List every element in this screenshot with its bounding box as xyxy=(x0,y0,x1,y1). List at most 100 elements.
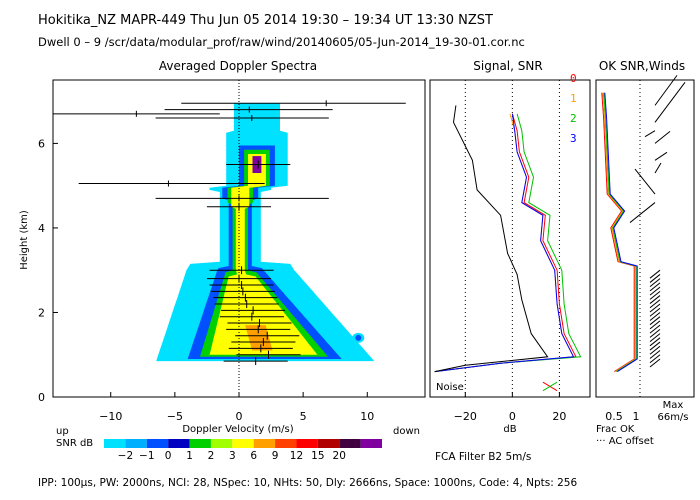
wind-arrow-low-7 xyxy=(649,328,661,338)
spectra-panel: −10 −5 0 5 10 0 2 4 6 xyxy=(38,80,406,423)
wind-arrow-low-5 xyxy=(649,337,661,347)
winds-frame xyxy=(595,79,695,398)
spectra-frame xyxy=(52,79,426,398)
winds-frac-trace-1 xyxy=(602,92,636,373)
wind-arrow-low-20 xyxy=(649,274,661,283)
winds-max-label: Max xyxy=(663,400,684,411)
colorbar-tick-5: 3 xyxy=(229,450,236,462)
colorbar-swatch-0 xyxy=(104,439,126,448)
spectra-title: Averaged Doppler Spectra xyxy=(159,59,317,73)
colorbar-swatch-1 xyxy=(125,439,147,448)
snr-xlabel: dB xyxy=(503,424,516,435)
snr-xtick-label-2: 20 xyxy=(552,410,566,423)
wind-arrow-low-1 xyxy=(649,354,661,364)
winds-xtick-label-0: 0.5 xyxy=(605,410,623,423)
colorbar-tick-0: −2 xyxy=(118,450,133,462)
spectra-ytick-label-2: 4 xyxy=(38,222,45,235)
spectra-level-3-seg-0 xyxy=(209,154,318,355)
colorbar-tick-10: 20 xyxy=(333,450,346,462)
colorbar-swatch-8 xyxy=(275,439,297,448)
colorbar-swatch-9 xyxy=(296,439,318,448)
spectra-down-note: down xyxy=(393,426,420,437)
winds-max-value: 66m/s xyxy=(657,412,688,423)
colorbar-swatch-12 xyxy=(360,439,382,448)
colorbar-swatch-2 xyxy=(146,439,169,448)
wind-arrow-high-6 xyxy=(654,81,686,123)
winds-panel: 0 1 2 3 0.5 1 xyxy=(570,72,686,423)
wind-arrow-low-15 xyxy=(649,295,661,304)
wind-arrow-low-9 xyxy=(649,320,661,330)
wind-arrow-high-3 xyxy=(654,151,668,161)
wind-arrow-low-0 xyxy=(649,358,661,368)
wind-arrow-low-11 xyxy=(649,312,661,321)
spectra-xtick-label-2: 0 xyxy=(236,410,243,423)
footer-params: IPP: 100μs, PW: 2000ns, NCI: 28, NSpec: … xyxy=(38,477,577,489)
snr-xtick-label-0: −20 xyxy=(454,410,477,423)
wind-arrow-low-17 xyxy=(649,286,661,296)
colorbar: −2 −1 0 1 2 3 6 9 12 15 20 xyxy=(104,439,382,462)
winds-frac-trace-3 xyxy=(604,92,638,373)
spectra-xlabel: Doppler Velocity (m/s) xyxy=(182,424,293,435)
spectra-xtick-label-1: −5 xyxy=(167,410,183,423)
winds-legend-1: 1 xyxy=(570,92,577,105)
wind-arrow-low-8 xyxy=(649,324,661,334)
colorbar-label: SNR dB xyxy=(56,438,93,449)
wind-arrow-low-18 xyxy=(649,282,661,292)
snr-noise-marker-b xyxy=(542,381,558,392)
colorbar-swatch-10 xyxy=(317,439,340,448)
winds-xtick-label-1: 1 xyxy=(633,410,640,423)
spectra-ytick-label-1: 2 xyxy=(38,306,45,319)
colorbar-tick-2: 0 xyxy=(165,450,172,462)
colorbar-tick-9: 15 xyxy=(311,450,324,462)
snr-series-3 xyxy=(434,113,575,373)
spectra-ytick-label-0: 0 xyxy=(38,391,45,404)
colorbar-swatch-5 xyxy=(210,439,233,448)
wind-arrow-high-4 xyxy=(654,131,671,144)
wind-arrow-low-10 xyxy=(649,316,661,326)
snr-noise-label: Noise xyxy=(436,382,464,393)
colorbar-swatch-4 xyxy=(189,439,211,448)
winds-legend-3: 3 xyxy=(570,132,577,145)
snr-series-signal xyxy=(434,105,549,373)
colorbar-tick-3: 1 xyxy=(186,450,193,462)
wind-arrow-low-19 xyxy=(649,278,661,288)
colorbar-swatch-3 xyxy=(168,439,190,448)
snr-series-2 xyxy=(434,113,582,373)
filter-label: FCA Filter B2 5m/s xyxy=(435,451,531,463)
spectra-blob-inner xyxy=(355,334,362,341)
spectra-xtick-label-4: 10 xyxy=(360,410,374,423)
spectra-ylabel: Height (km) xyxy=(19,210,30,270)
colorbar-tick-4: 2 xyxy=(208,450,215,462)
snr-frame xyxy=(429,79,591,398)
colorbar-tick-1: −1 xyxy=(139,450,154,462)
wind-arrow-low-3 xyxy=(649,345,661,355)
spectra-xtick-label-0: −10 xyxy=(99,410,122,423)
colorbar-swatch-7 xyxy=(253,439,276,448)
wind-arrow-high-0 xyxy=(629,202,656,223)
wind-arrow-low-6 xyxy=(649,333,661,342)
spectra-ytick-label-3: 6 xyxy=(38,137,45,150)
header-line1: Hokitika_NZ MAPR-449 Thu Jun 05 2014 19:… xyxy=(38,13,493,28)
colorbar-tick-7: 9 xyxy=(272,450,279,462)
wind-arrow-high-1 xyxy=(634,168,656,195)
wind-arrow-low-13 xyxy=(649,303,661,313)
wind-arrow-low-21 xyxy=(649,269,661,279)
wind-arrow-high-2 xyxy=(654,162,662,174)
winds-frac-trace-2 xyxy=(603,92,637,373)
colorbar-swatch-6 xyxy=(232,439,254,448)
frac-ok-label: Frac OK xyxy=(596,424,635,435)
wind-arrow-low-16 xyxy=(649,290,661,300)
ac-offset-label: ··· AC offset xyxy=(596,436,654,447)
header-line2: Dwell 0 – 9 /scr/data/modular_prof/raw/w… xyxy=(38,35,525,49)
spectra-up-note: up xyxy=(56,426,69,437)
colorbar-tick-8: 12 xyxy=(290,450,303,462)
spectra-level-4-seg-0 xyxy=(245,325,273,351)
winds-legend-0: 0 xyxy=(570,72,577,85)
colorbar-swatch-11 xyxy=(339,439,361,448)
snr-xtick-label-1: 0 xyxy=(509,410,516,423)
snr-panel: −20 0 20 xyxy=(434,80,582,423)
spectra-xtick-label-3: 5 xyxy=(300,410,307,423)
wind-arrow-low-14 xyxy=(649,299,661,309)
colorbar-tick-6: 6 xyxy=(250,450,257,462)
